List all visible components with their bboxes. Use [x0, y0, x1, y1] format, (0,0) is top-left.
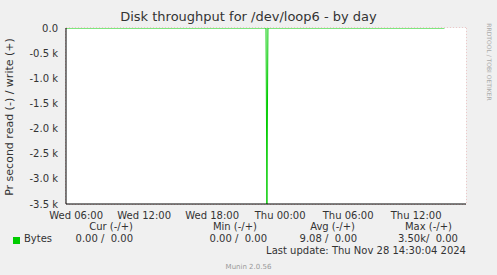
html-text:Bytes: Bytes — [24, 233, 53, 244]
html-text:Cur (-/+): Cur (-/+) — [89, 221, 133, 232]
html-text:Disk throughput for /dev/loop6: Disk throughput for /dev/loop6 - by day — [120, 9, 377, 24]
svg-text:-1.5 k: -1.5 k — [30, 98, 59, 109]
html-text:Avg (-/+): Avg (-/+) — [310, 221, 355, 232]
svg-text:-3.5 k: -3.5 k — [30, 199, 59, 210]
html-text:Min (-/+): Min (-/+) — [212, 221, 257, 232]
svg-text:-0.5 k: -0.5 k — [30, 48, 59, 59]
svg-text:Wed 18:00: Wed 18:00 — [185, 210, 239, 221]
svg-text:Thu 06:00: Thu 06:00 — [322, 210, 374, 221]
html-text:Pr second read (-) / write (+): Pr second read (-) / write (+) — [2, 38, 16, 196]
html-text:0.00 / 0.00: 0.00 / 0.00 — [75, 233, 133, 244]
svg-text:-1.0 k: -1.0 k — [30, 73, 59, 84]
svg-text:Wed 06:00: Wed 06:00 — [49, 210, 103, 221]
svg-text:Thu 00:00: Thu 00:00 — [254, 210, 306, 221]
html-text:3.50k/ 0.00: 3.50k/ 0.00 — [397, 233, 458, 244]
html-text:9.08 / 0.00: 9.08 / 0.00 — [299, 233, 357, 244]
svg-text:Wed 12:00: Wed 12:00 — [117, 210, 171, 221]
html-text:Munin 2.0.56: Munin 2.0.56 — [225, 263, 272, 271]
svg-text:-2.0 k: -2.0 k — [30, 123, 59, 134]
html-text:Last update: Thu Nov 28 14:30:: Last update: Thu Nov 28 14:30:04 2024 — [266, 245, 466, 256]
svg-text:-3.0 k: -3.0 k — [30, 173, 59, 184]
html-text:RRDTOOL / TOBI OETIKER: RRDTOOL / TOBI OETIKER — [485, 23, 493, 101]
svg-text:0.0: 0.0 — [42, 23, 58, 34]
svg-text:-2.5 k: -2.5 k — [30, 148, 59, 159]
html-text:Max (-/+): Max (-/+) — [405, 221, 452, 232]
html-text:0.00 / 0.00: 0.00 / 0.00 — [209, 233, 267, 244]
svg-text:Thu 12:00: Thu 12:00 — [390, 210, 442, 221]
